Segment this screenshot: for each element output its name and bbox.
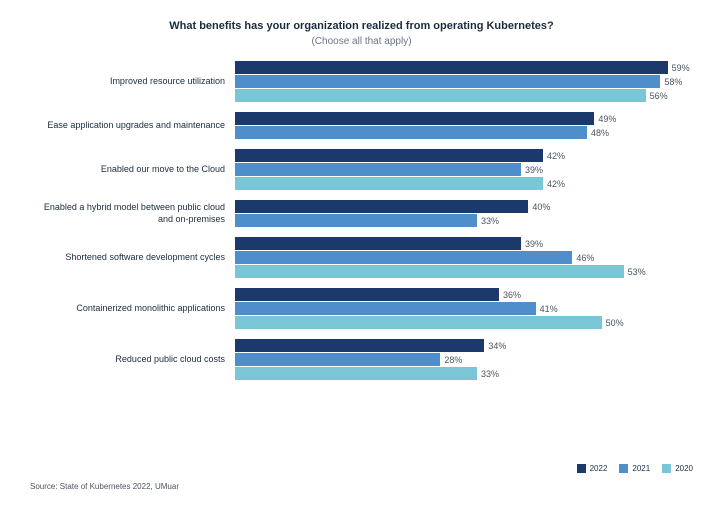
chart-subtitle: (Choose all that apply): [30, 36, 693, 47]
kubernetes-benefits-chart: What benefits has your organization real…: [0, 0, 723, 390]
bar-value-label: 46%: [576, 253, 594, 263]
category-label: Containerized monolithic applications: [30, 303, 235, 315]
bar-row: 33%: [235, 367, 693, 380]
bar: [235, 265, 624, 278]
bar-row: 48%: [235, 126, 693, 139]
bar-row: 53%: [235, 265, 693, 278]
category-label: Enabled our move to the Cloud: [30, 164, 235, 176]
legend-item: 2020: [662, 464, 693, 473]
legend-item: 2021: [619, 464, 650, 473]
bar-stack: 49%48%: [235, 112, 693, 139]
category-label: Improved resource utilization: [30, 76, 235, 88]
bar-value-label: 58%: [664, 77, 682, 87]
legend-label: 2021: [632, 464, 650, 473]
bar-value-label: 42%: [547, 151, 565, 161]
bar-value-label: 39%: [525, 165, 543, 175]
bar-group: Enabled our move to the Cloud 42% 39% 42%: [30, 149, 693, 190]
bar: [235, 163, 521, 176]
legend-swatch: [619, 464, 628, 473]
bar-value-label: 33%: [481, 216, 499, 226]
legend-swatch: [662, 464, 671, 473]
bar: [235, 367, 477, 380]
bar-row: 33%: [235, 214, 693, 227]
bar-value-label: 53%: [628, 267, 646, 277]
bar: [235, 251, 572, 264]
bar: [235, 149, 543, 162]
bar: [235, 200, 528, 213]
bar: [235, 75, 660, 88]
bar: [235, 316, 602, 329]
bar-value-label: 41%: [540, 304, 558, 314]
bar-value-label: 50%: [606, 318, 624, 328]
bar-row: 58%: [235, 75, 693, 88]
legend-label: 2022: [590, 464, 608, 473]
bar-value-label: 49%: [598, 114, 616, 124]
bar-stack: 40% 33%: [235, 200, 693, 227]
bar-value-label: 39%: [525, 239, 543, 249]
bar-stack: 59% 58% 56%: [235, 61, 693, 102]
bar-value-label: 36%: [503, 290, 521, 300]
bar-group: Reduced public cloud costs 34% 28% 33%: [30, 339, 693, 380]
bar-group: Containerized monolithic applications36%…: [30, 288, 693, 329]
chart-plot-area: Improved resource utilization 59% 58% 56% Ea…: [30, 61, 693, 380]
bar-value-label: 40%: [532, 202, 550, 212]
bar-group: Enabled a hybrid model between public cl…: [30, 200, 693, 227]
category-label: Shortened software development cycles: [30, 252, 235, 264]
bar-stack: 36% 41% 50%: [235, 288, 693, 329]
bar-row: 42%: [235, 149, 693, 162]
bar: [235, 237, 521, 250]
bar-row: 59%: [235, 61, 693, 74]
bar-row: 40%: [235, 200, 693, 213]
legend-label: 2020: [675, 464, 693, 473]
bar-row: 50%: [235, 316, 693, 329]
bar: [235, 112, 594, 125]
bar-value-label: 28%: [444, 355, 462, 365]
category-label: Ease application upgrades and maintenanc…: [30, 120, 235, 132]
bar-stack: 34% 28% 33%: [235, 339, 693, 380]
bar: [235, 61, 668, 74]
bar-row: 56%: [235, 89, 693, 102]
bar-row: 42%: [235, 177, 693, 190]
bar-value-label: 33%: [481, 369, 499, 379]
category-label: Enabled a hybrid model between public cl…: [30, 202, 235, 225]
bar-row: 28%: [235, 353, 693, 366]
chart-title: What benefits has your organization real…: [30, 20, 693, 32]
bar-value-label: 42%: [547, 179, 565, 189]
bar-value-label: 56%: [650, 91, 668, 101]
bar: [235, 339, 484, 352]
bar: [235, 214, 477, 227]
bar-row: 46%: [235, 251, 693, 264]
bar-row: 41%: [235, 302, 693, 315]
bar-value-label: 59%: [672, 63, 690, 73]
bar-group: Improved resource utilization 59% 58% 56%: [30, 61, 693, 102]
bar-row: 36%: [235, 288, 693, 301]
category-label: Reduced public cloud costs: [30, 354, 235, 366]
legend-swatch: [577, 464, 586, 473]
bar-row: 34%: [235, 339, 693, 352]
bar-row: 49%: [235, 112, 693, 125]
bar-value-label: 48%: [591, 128, 609, 138]
bar: [235, 126, 587, 139]
chart-legend: 2022 2021 2020: [577, 464, 693, 473]
bar-stack: 39% 46% 53%: [235, 237, 693, 278]
chart-source: Source: State of Kubernetes 2022, UMuar: [30, 482, 179, 491]
bar-row: 39%: [235, 237, 693, 250]
bar-row: 39%: [235, 163, 693, 176]
bar: [235, 302, 536, 315]
bar-stack: 42% 39% 42%: [235, 149, 693, 190]
bar: [235, 353, 440, 366]
bar-value-label: 34%: [488, 341, 506, 351]
bar-group: Ease application upgrades and maintenanc…: [30, 112, 693, 139]
bar: [235, 177, 543, 190]
bar: [235, 288, 499, 301]
bar-group: Shortened software development cycles39%…: [30, 237, 693, 278]
legend-item: 2022: [577, 464, 608, 473]
bar: [235, 89, 646, 102]
